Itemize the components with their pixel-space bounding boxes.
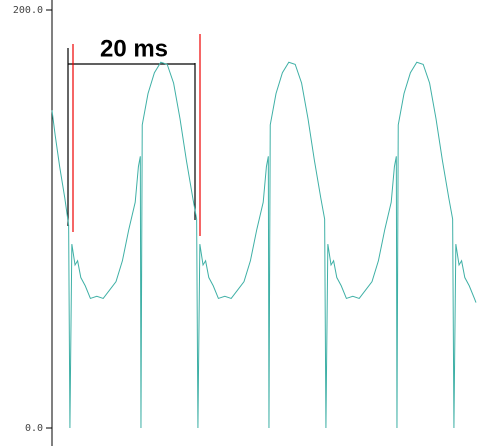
- y-tick-label: 0.0: [25, 423, 43, 434]
- y-tick-label: 200.0: [13, 5, 43, 16]
- annotation-bracket: [67, 34, 201, 236]
- series-line: [51, 61, 477, 429]
- annotation: 20 ms: [100, 35, 168, 62]
